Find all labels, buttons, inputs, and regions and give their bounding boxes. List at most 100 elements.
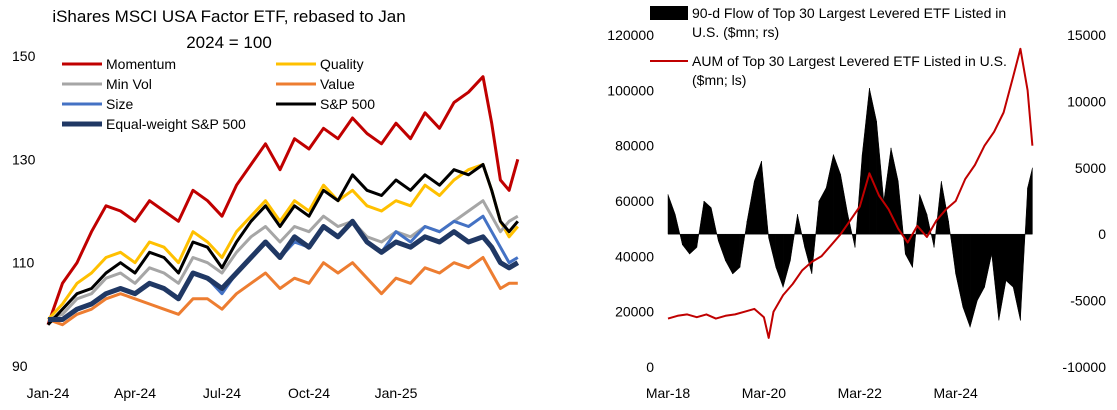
flow-bar xyxy=(674,214,683,245)
legend-label: Quality xyxy=(320,56,364,72)
flow-bar xyxy=(1027,167,1033,235)
flow-bar xyxy=(991,233,1000,321)
left-y-tick-label: 0 xyxy=(646,359,654,375)
flow-bar xyxy=(768,233,777,268)
legend-label: ($mn; ls) xyxy=(692,72,746,88)
y-tick-label: 90 xyxy=(12,358,28,374)
legend-item-value: Value xyxy=(276,76,355,92)
flow-bar xyxy=(876,121,885,235)
legend-item-size: Size xyxy=(62,96,133,112)
flow-bar xyxy=(998,233,1007,321)
y-tick-label: 150 xyxy=(12,48,36,64)
flow-bar xyxy=(1020,187,1028,321)
series-line-equal-weight-s-p-500 xyxy=(48,218,520,322)
flow-bar xyxy=(897,181,906,255)
levered-etf-flow-aum-chart: 020000400006000080000100000120000-10000-… xyxy=(607,5,1106,401)
legend-label: Min Vol xyxy=(106,76,152,92)
flow-bar xyxy=(833,154,841,235)
flow-bar xyxy=(710,207,719,241)
flow-bar xyxy=(732,233,741,275)
x-tick-label: Oct-24 xyxy=(288,385,330,401)
factor-etf-line-chart: iShares MSCI USA Factor ETF, rebased to … xyxy=(12,7,520,401)
flow-bar xyxy=(746,181,755,235)
flow-bar xyxy=(933,181,942,248)
left-y-tick-label: 60000 xyxy=(615,193,654,209)
series-line-quality xyxy=(46,163,519,321)
left-y-tick-label: 120000 xyxy=(607,27,654,43)
flow-bar xyxy=(984,233,992,288)
x-tick-label: Mar-22 xyxy=(838,385,883,401)
flow-bar xyxy=(718,233,726,261)
flow-bar xyxy=(825,154,834,235)
x-tick-label: Jan-25 xyxy=(375,385,418,401)
series-line-s-p-500 xyxy=(46,163,519,326)
flow-bar xyxy=(790,214,798,261)
legend-label: Equal-weight S&P 500 xyxy=(106,116,246,132)
flow-bar xyxy=(1005,233,1014,288)
flow-bar xyxy=(739,220,748,268)
flow-bar xyxy=(754,161,762,235)
x-tick-label: Mar-24 xyxy=(934,385,979,401)
legend-item-flow: 90-d Flow of Top 30 Largest Levered ETF … xyxy=(650,5,1006,40)
left-y-tick-label: 100000 xyxy=(607,82,654,98)
legend-item-momentum: Momentum xyxy=(62,56,176,72)
series-line-value xyxy=(47,256,518,327)
x-tick-label: Apr-24 xyxy=(114,385,156,401)
legend-label: S&P 500 xyxy=(320,96,375,112)
flow-bar xyxy=(725,233,733,275)
legend-item-s-p-500: S&P 500 xyxy=(276,96,375,112)
legend-label: U.S. ($mn; rs) xyxy=(692,24,779,40)
legend-item-quality: Quality xyxy=(276,56,364,72)
legend-label: Size xyxy=(106,96,133,112)
flow-bar xyxy=(969,233,978,328)
flow-bar xyxy=(775,233,784,288)
flow-bar xyxy=(962,233,971,328)
flow-bar xyxy=(818,187,827,235)
flow-bar xyxy=(861,88,870,235)
left-y-tick-label: 80000 xyxy=(615,138,654,154)
legend-label: AUM of Top 30 Largest Levered ETF Listed… xyxy=(692,53,1007,69)
flow-bar xyxy=(682,233,690,255)
legend-item-min-vol: Min Vol xyxy=(62,76,152,92)
y-tick-label: 130 xyxy=(12,151,36,167)
legend-item-equal-weight-s-p-500: Equal-weight S&P 500 xyxy=(62,116,246,132)
series-line-min-vol xyxy=(47,199,519,321)
flow-bar xyxy=(955,233,964,308)
legend-label: Momentum xyxy=(106,56,176,72)
right-y-tick-label: -5000 xyxy=(1070,293,1106,309)
flow-bar xyxy=(782,233,791,288)
x-tick-label: Jan-24 xyxy=(27,385,70,401)
flow-bar xyxy=(948,220,956,275)
x-tick-label: Mar-18 xyxy=(646,385,691,401)
right-y-tick-label: 0 xyxy=(1098,226,1106,242)
legend-label: 90-d Flow of Top 30 Largest Levered ETF … xyxy=(692,5,1006,21)
legend-swatch-bar xyxy=(650,6,688,20)
flow-bar xyxy=(703,200,712,235)
flow-bar xyxy=(1012,233,1021,321)
flow-bar xyxy=(761,161,769,239)
chart-title-line-2: 2024 = 100 xyxy=(186,33,272,52)
x-tick-label: Jul-24 xyxy=(203,385,241,401)
x-tick-label: Mar-20 xyxy=(742,385,787,401)
flow-bar xyxy=(919,194,928,235)
aum-line xyxy=(667,47,1034,339)
chart-title-line-1: iShares MSCI USA Factor ETF, rebased to … xyxy=(52,7,405,26)
series-line-momentum xyxy=(46,75,520,326)
flow-bar xyxy=(689,233,698,255)
right-y-tick-label: -10000 xyxy=(1062,359,1106,375)
flow-bar xyxy=(667,194,676,235)
flow-bar xyxy=(797,214,805,248)
flow-bar xyxy=(869,88,877,235)
legend-item-aum: AUM of Top 30 Largest Levered ETF Listed… xyxy=(650,53,1007,88)
left-y-tick-label: 20000 xyxy=(615,304,654,320)
flow-bar xyxy=(696,200,705,248)
flow-bar xyxy=(883,147,892,235)
right-y-tick-label: 5000 xyxy=(1075,160,1106,176)
right-y-tick-label: 10000 xyxy=(1067,93,1106,109)
right-y-tick-label: 15000 xyxy=(1067,27,1106,43)
left-y-tick-label: 40000 xyxy=(615,248,654,264)
y-tick-label: 110 xyxy=(12,255,35,271)
flow-bar xyxy=(977,233,985,301)
legend-label: Value xyxy=(320,76,355,92)
